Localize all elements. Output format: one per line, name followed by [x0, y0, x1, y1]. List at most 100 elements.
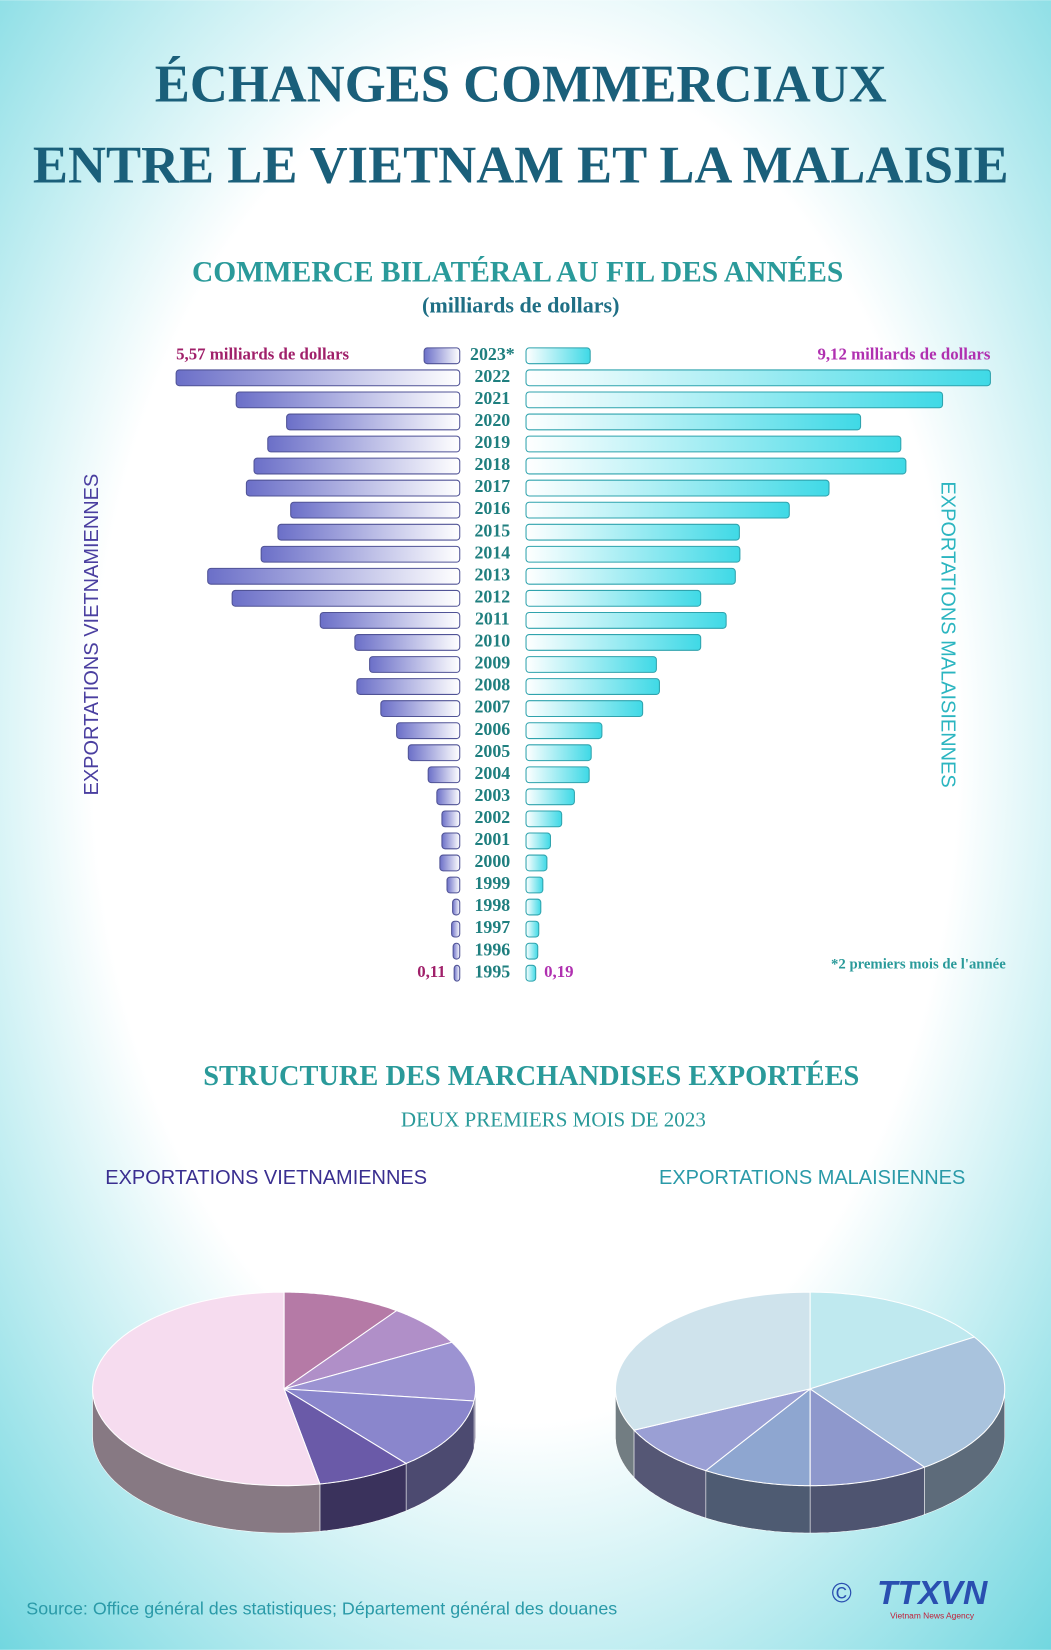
category-label: 2021 — [474, 388, 510, 408]
value-label: 9,12 milliards de dollars — [817, 345, 990, 364]
bar — [525, 722, 603, 740]
main-title: ENTRE LE VIETNAM ET LA MALAISIE — [33, 137, 1009, 195]
bar — [267, 435, 461, 453]
category-label: 2008 — [474, 675, 510, 695]
source: Source: Office général des statistiques;… — [26, 1599, 617, 1619]
bar — [319, 611, 461, 629]
bar — [175, 369, 461, 387]
pie-slice — [283, 1291, 398, 1390]
bar — [231, 589, 461, 607]
bar — [525, 788, 575, 806]
bar — [245, 479, 461, 497]
bar — [253, 457, 461, 475]
category-label: 2002 — [474, 807, 510, 827]
bar — [525, 589, 702, 607]
category-label: 2011 — [475, 609, 510, 629]
pie-slice — [809, 1291, 976, 1390]
category-label: 2009 — [474, 653, 510, 673]
category-label: 2007 — [474, 697, 510, 717]
category-label: 2014 — [474, 542, 510, 562]
bar — [452, 942, 461, 960]
bar — [356, 678, 461, 695]
pie-slice — [704, 1387, 811, 1487]
bar — [525, 678, 660, 695]
bar — [525, 744, 592, 762]
category-label: 2018 — [474, 454, 510, 474]
category-label: 2003 — [474, 785, 510, 805]
pie-slice — [283, 1310, 453, 1390]
bar — [396, 722, 461, 740]
chart-subtitle: (milliards de dollars) — [422, 292, 619, 317]
bar — [452, 898, 461, 916]
category-label: 2000 — [474, 851, 510, 871]
category-label: 2020 — [474, 410, 510, 430]
category-label: 2006 — [474, 719, 510, 739]
bar — [525, 391, 944, 409]
bar — [525, 810, 563, 828]
bar — [525, 523, 740, 541]
series-label: EXPORTATIONS VIETNAMIENNES — [81, 474, 103, 796]
category-label: 2023* — [470, 344, 515, 364]
pie-slice — [614, 1291, 811, 1431]
bar — [290, 501, 461, 519]
bar — [525, 479, 830, 497]
category-label: 2004 — [474, 763, 510, 783]
bar — [441, 810, 461, 828]
bar — [525, 942, 539, 960]
bar — [525, 567, 736, 585]
category-label: 2019 — [474, 432, 510, 452]
bar — [207, 567, 461, 585]
pie-slice — [283, 1388, 475, 1465]
bar — [439, 854, 461, 872]
pie-title: EXPORTATIONS VIETNAMIENNES — [105, 1167, 427, 1189]
bar — [525, 545, 741, 563]
bar — [525, 413, 862, 431]
bar — [525, 854, 548, 872]
bar — [525, 435, 902, 453]
category-label: 2022 — [474, 366, 510, 386]
pie-slice — [283, 1341, 477, 1402]
category-label: 1995 — [474, 961, 510, 981]
bar — [525, 898, 542, 916]
bar — [235, 391, 461, 409]
category-label: 1996 — [474, 939, 510, 959]
bar — [525, 501, 790, 519]
category-label: 2012 — [474, 586, 510, 606]
bar — [451, 920, 461, 938]
category-label: 1997 — [474, 917, 510, 937]
bar — [380, 700, 461, 718]
chart-title: COMMERCE BILATÉRAL AU FIL DES ANNÉES — [192, 256, 843, 289]
bar — [525, 457, 907, 475]
category-label: 2001 — [474, 829, 510, 849]
pie-slice — [92, 1291, 321, 1487]
bar — [525, 700, 644, 718]
bar — [369, 656, 461, 673]
category-label: 2010 — [474, 631, 510, 651]
bar — [525, 611, 727, 629]
pie-title: EXPORTATIONS MALAISIENNES — [659, 1167, 965, 1189]
category-label: 2005 — [474, 741, 510, 761]
bar — [525, 347, 591, 365]
category-label: 2013 — [474, 564, 510, 584]
logo: TTXVN — [877, 1575, 988, 1612]
category-label: 2016 — [474, 498, 510, 518]
bar — [446, 876, 461, 894]
value-label: 0,19 — [544, 962, 573, 981]
bar — [525, 656, 657, 673]
bar — [407, 744, 461, 762]
bar — [427, 766, 461, 784]
bar — [286, 413, 461, 431]
bar — [436, 788, 461, 806]
bar — [525, 964, 537, 982]
bar — [525, 634, 702, 651]
note: *2 premiers mois de l'année — [831, 956, 1006, 972]
logo-subtitle: Vietnam News Agency — [890, 1610, 975, 1620]
bar — [525, 766, 590, 784]
bar — [525, 832, 551, 850]
pie-slice — [808, 1336, 1006, 1468]
pie-slice — [283, 1387, 408, 1485]
bar — [453, 964, 461, 982]
copyright: © — [832, 1577, 852, 1608]
bar — [277, 523, 461, 541]
